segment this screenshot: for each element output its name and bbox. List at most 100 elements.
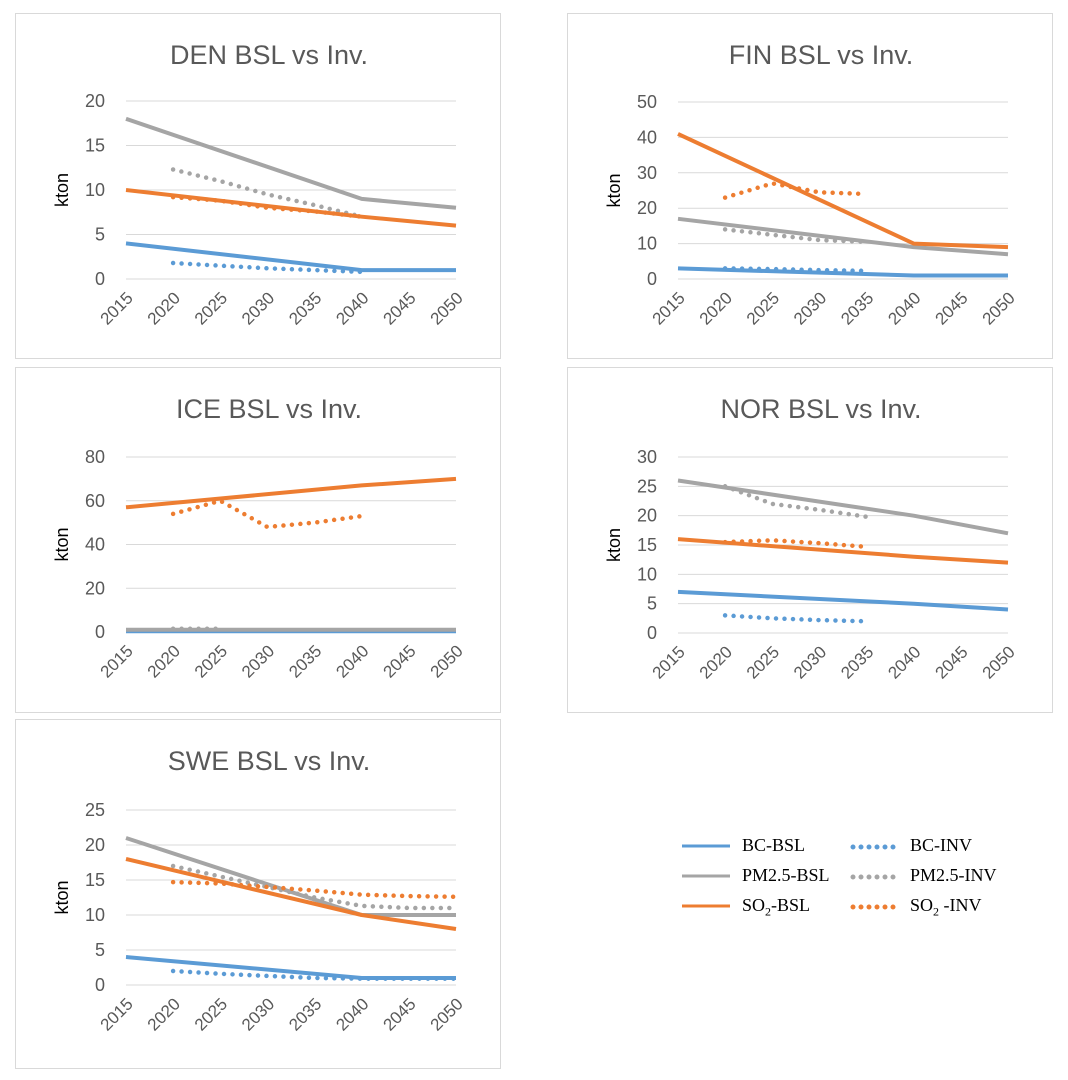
y-tick-label: 0: [647, 269, 657, 289]
chart-title: DEN BSL vs Inv.: [170, 40, 368, 70]
series-line-bc-bsl-swe: [125, 955, 456, 980]
y-tick-label: 5: [95, 225, 105, 245]
series-line-so2-inv-nor: [722, 538, 869, 550]
chart-title: SWE BSL vs Inv.: [168, 746, 371, 776]
series-line-bc-bsl-fin: [677, 266, 1008, 278]
y-tick-label: 15: [85, 870, 105, 890]
x-tick-label: 2015: [649, 288, 689, 328]
x-tick-label: 2025: [743, 288, 783, 328]
series-line-bc-bsl-nor: [677, 589, 1009, 612]
x-tick-label: 2040: [332, 288, 372, 328]
y-tick-label: 50: [637, 92, 657, 112]
x-tick-label: 2015: [97, 994, 137, 1034]
legend-label-so2-bsl-pre: SO: [742, 895, 766, 915]
chart-title: NOR BSL vs Inv.: [720, 394, 921, 424]
chart-panel-den: DEN BSL vs Inv. kton 0 5 10 15 20 2015 2020 2025 2…: [15, 13, 501, 359]
x-tick-label: 2045: [380, 288, 420, 328]
y-tick-label: 20: [85, 835, 105, 855]
x-tick-label: 2035: [837, 288, 877, 328]
y-tick-label: 30: [637, 447, 657, 467]
x-tick-label: 2015: [649, 642, 689, 682]
y-tick-label: 20: [637, 198, 657, 218]
y-axis-label: kton: [52, 173, 72, 207]
legend-swatch-pm-bsl: [682, 874, 730, 878]
legend-swatch-bc-inv: [850, 844, 900, 850]
x-tick-label: 2030: [790, 642, 830, 682]
legend-label-pm-inv: PM2.5-INV: [910, 865, 997, 885]
series-line-so2-bsl-den: [125, 188, 457, 228]
y-tick-label: 40: [85, 535, 105, 555]
series-line-so2-bsl-fin: [677, 132, 1009, 250]
legend-swatch-pm-inv: [850, 874, 900, 880]
x-tick-label: 2015: [97, 641, 137, 681]
y-tick-label: 20: [85, 91, 105, 111]
series-line-so2-inv-den: [170, 194, 364, 219]
y-tick-label: 15: [85, 136, 105, 156]
legend-swatch-so2-bsl: [682, 904, 730, 908]
y-tick-label: 10: [637, 234, 657, 254]
x-tick-label: 2020: [144, 994, 184, 1034]
series-line-pm2-5-inv-den: [170, 167, 364, 219]
y-tick-label: 25: [637, 476, 657, 496]
y-axis-label: kton: [604, 173, 624, 207]
x-tick-label: 2050: [979, 288, 1019, 328]
x-tick-label: 2020: [696, 288, 736, 328]
x-tick-label: 2040: [332, 994, 372, 1034]
legend-swatch-so2-inv: [850, 904, 900, 910]
x-tick-label: 2035: [285, 288, 325, 328]
legend-label-bc-bsl: BC-BSL: [742, 835, 806, 855]
legend-label-so2-bsl-post: -BSL: [771, 895, 811, 915]
x-tick-label: 2045: [932, 288, 972, 328]
chart-panel-ice: ICE BSL vs Inv. kton 0 20 40 60 80 2015 2020 2025…: [15, 367, 501, 713]
y-tick-label: 20: [637, 506, 657, 526]
legend-label-so2-inv-post: -INV: [939, 895, 982, 915]
x-tick-label: 2025: [191, 994, 231, 1034]
y-tick-label: 60: [85, 491, 105, 511]
y-tick-label: 25: [85, 800, 105, 820]
y-tick-label: 30: [637, 163, 657, 183]
chart-legend: BC-BSL BC-INV PM2.5-BSL PM2.5-INV SO2-BS…: [672, 833, 1032, 925]
x-tick-label: 2050: [427, 641, 467, 681]
series-line-bc-bsl-den: [125, 241, 456, 273]
x-tick-label: 2020: [696, 642, 736, 682]
series-line-bc-inv-swe: [170, 968, 459, 981]
y-tick-label: 0: [95, 269, 105, 289]
series-line-pm2-5-inv-nor: [722, 484, 869, 520]
x-tick-label: 2035: [285, 994, 325, 1034]
series-line-bc-inv-den: [170, 260, 364, 275]
x-tick-label: 2030: [238, 641, 278, 681]
x-tick-label: 2025: [191, 641, 231, 681]
x-tick-label: 2035: [837, 642, 877, 682]
legend-label-so2-bsl: SO2-BSL: [742, 893, 810, 924]
series-line-bc-inv-fin: [722, 266, 869, 274]
y-tick-label: 20: [85, 578, 105, 598]
y-tick-label: 10: [637, 564, 657, 584]
x-tick-label: 2045: [380, 994, 420, 1034]
series-line-pm2-5-bsl-fin: [677, 216, 1009, 257]
series-line-pm2-5-inv-swe: [170, 863, 459, 911]
series-line-so2-inv-swe: [170, 879, 459, 900]
x-tick-label: 2020: [144, 641, 184, 681]
series-line-pm2-5-bsl-swe: [125, 836, 456, 917]
y-tick-label: 10: [85, 180, 105, 200]
y-tick-label: 0: [95, 622, 105, 642]
y-tick-label: 0: [647, 623, 657, 643]
chart-panel-fin: FIN BSL vs Inv. kton 0 10 20 30 40 50 2015 2020 20…: [567, 13, 1053, 359]
x-tick-label: 2030: [238, 288, 278, 328]
series-line-so2-inv-fin: [722, 181, 869, 200]
x-tick-label: 2045: [932, 642, 972, 682]
x-tick-label: 2050: [427, 288, 467, 328]
y-tick-label: 40: [637, 127, 657, 147]
series-line-so2-bsl-swe: [125, 857, 457, 931]
y-axis-label: kton: [52, 880, 72, 914]
series-line-so2-inv-ice: [170, 498, 364, 530]
legend-label-so2-inv-sub: 2: [933, 904, 940, 919]
chart-title: FIN BSL vs Inv.: [729, 40, 914, 70]
y-tick-label: 5: [647, 594, 657, 614]
y-tick-label: 5: [95, 940, 105, 960]
